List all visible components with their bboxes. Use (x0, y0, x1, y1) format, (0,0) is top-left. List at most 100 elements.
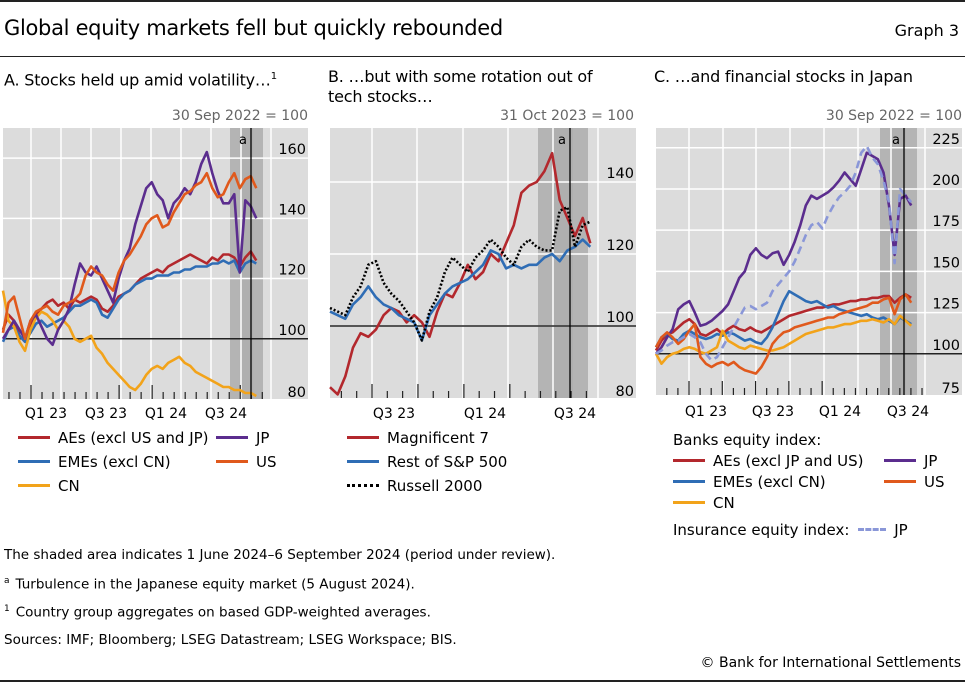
x-tick-label: Q3 24 (205, 406, 247, 422)
legend-swatch-red (347, 436, 379, 439)
top-rule (0, 0, 965, 2)
legend-label: JP (924, 452, 938, 470)
legend-label: Russell 2000 (387, 477, 483, 495)
y-tick-label: 120 (278, 263, 306, 279)
y-tick-label: 80 (288, 385, 306, 401)
shaded-period-inner (891, 128, 906, 395)
legend-swatch-orange (884, 480, 916, 483)
page-title: Global equity markets fell but quickly r… (4, 16, 503, 40)
panel-c-title: C. …and financial stocks in Japan (654, 67, 913, 86)
legend-item: US (216, 452, 277, 472)
legend-label: Rest of S&P 500 (387, 453, 508, 471)
legend-swatch-red (18, 436, 50, 439)
series-line-jp (1, 150, 258, 347)
legend-label: CN (713, 494, 735, 512)
note-shaded: The shaded area indicates 1 June 2024–6 … (4, 547, 556, 563)
legend-label: JP (894, 521, 908, 539)
series-line-aes-excl-jp-and-us- (654, 293, 912, 352)
legend-item: JP (216, 428, 269, 448)
y-tick-label: 100 (606, 310, 634, 326)
y-tick-label: 125 (932, 297, 960, 313)
x-tick-label: Q3 23 (752, 404, 794, 420)
series-line-rest-of-s-p-500 (329, 238, 592, 342)
series-line-cn (1, 290, 257, 398)
panel-b-title-line1: B. …but with some rotation out of (328, 67, 593, 86)
panel-b-unit: 31 Oct 2023 = 100 (500, 108, 634, 124)
event-label: a (892, 133, 900, 148)
y-tick-label: 80 (616, 384, 634, 400)
y-tick-label: 140 (278, 202, 306, 218)
x-tick-label: Q3 23 (373, 406, 415, 422)
legend-swatch-purple (216, 436, 248, 439)
y-tick-label: 75 (942, 381, 960, 397)
legend-item: Russell 2000 (347, 476, 482, 496)
legend-label: AEs (excl JP and US) (713, 452, 864, 470)
series-line-russell-2000 (329, 205, 591, 342)
x-tick-label: Q1 23 (25, 406, 67, 422)
note-a-mark: a (4, 576, 10, 586)
x-tick-label: Q1 23 (685, 404, 727, 420)
series-line-emes-excl-cn- (1, 259, 257, 344)
note-a: a Turbulence in the Japanese equity marke… (4, 576, 415, 593)
y-tick-label: 225 (932, 132, 960, 148)
note-1: 1 Country group aggregates on based GDP-w… (4, 604, 431, 621)
legend-swatch-blue (673, 480, 705, 483)
y-tick-label: 175 (932, 214, 960, 230)
event-label: a (239, 133, 247, 148)
legend-label: EMEs (excl CN) (58, 453, 171, 471)
x-tick-label: Q3 23 (85, 406, 127, 422)
panel-a-title-sup: 1 (270, 71, 277, 82)
note-sources: Sources: IMF; Bloomberg; LSEG Datastream… (4, 632, 457, 648)
y-tick-label: 120 (606, 238, 634, 254)
x-tick-label: Q1 24 (145, 406, 187, 422)
legend-item: EMEs (excl CN) (18, 452, 171, 472)
y-tick-label: 100 (932, 338, 960, 354)
legend-swatch-red (673, 459, 705, 462)
legend-swatch-orange (216, 460, 248, 463)
legend-swatch-dashed (858, 528, 887, 531)
bottom-rule (0, 680, 965, 682)
series-line-us (654, 293, 913, 375)
series-line-jp-insurance- (655, 144, 913, 362)
panel-a-title: A. Stocks held up amid volatility…1 (4, 67, 277, 90)
legend-item: CN (18, 476, 80, 496)
legend-header: Banks equity index: (673, 431, 822, 449)
panel-b-plot: a 80 100 120 140 Q3 23 Q1 24 Q3 24 (329, 128, 636, 422)
legend-swatch-blue (347, 460, 379, 463)
note-1-mark: 1 (4, 604, 10, 614)
legend-swatch-purple (884, 459, 916, 462)
legend-label: JP (256, 429, 270, 447)
note-a-text: Turbulence in the Japanese equity market… (15, 576, 415, 593)
legend-label: US (256, 453, 277, 471)
panel-b-title-line2: tech stocks… (328, 87, 433, 106)
series-line-jp (655, 151, 913, 355)
x-tick-label: Q1 24 (819, 404, 861, 420)
legend-item: US (884, 472, 945, 492)
copyright: © Bank for International Settlements (700, 655, 961, 671)
title-rule (0, 56, 965, 57)
legend-item: AEs (excl JP and US) (673, 451, 864, 471)
series-line-emes-excl-cn- (654, 289, 912, 348)
event-label: a (558, 133, 566, 148)
legend-label: AEs (excl US and JP) (58, 429, 209, 447)
panel-c-unit: 30 Sep 2022 = 100 (825, 108, 962, 124)
legend-label: US (924, 473, 945, 491)
panel-a-plot: a 80 100 120 140 160 Q1 23 Q3 23 Q1 24 Q3 24 (1, 128, 308, 422)
legend-item: AEs (excl US and JP) (18, 428, 209, 448)
legend-footer: Insurance equity index: JP (673, 520, 908, 540)
panel-b-title: B. …but with some rotation out of tech s… (328, 67, 593, 107)
y-tick-label: 160 (278, 142, 306, 158)
legend-swatch-yellow (673, 501, 705, 504)
note-1-text: Country group aggregates on based GDP-we… (15, 604, 431, 621)
legend-label: Magnificent 7 (387, 429, 489, 447)
panel-a-title-text: A. Stocks held up amid volatility… (4, 70, 271, 90)
legend-swatch-yellow (18, 484, 50, 487)
legend-item: Magnificent 7 (347, 428, 489, 448)
legend-label: CN (58, 477, 80, 495)
legend-item: Rest of S&P 500 (347, 452, 507, 472)
legend-swatch-blue (18, 460, 50, 463)
legend-item: JP (884, 451, 937, 471)
graph-number: Graph 3 (894, 21, 959, 40)
legend-footer-label: Insurance equity index: (673, 521, 850, 539)
